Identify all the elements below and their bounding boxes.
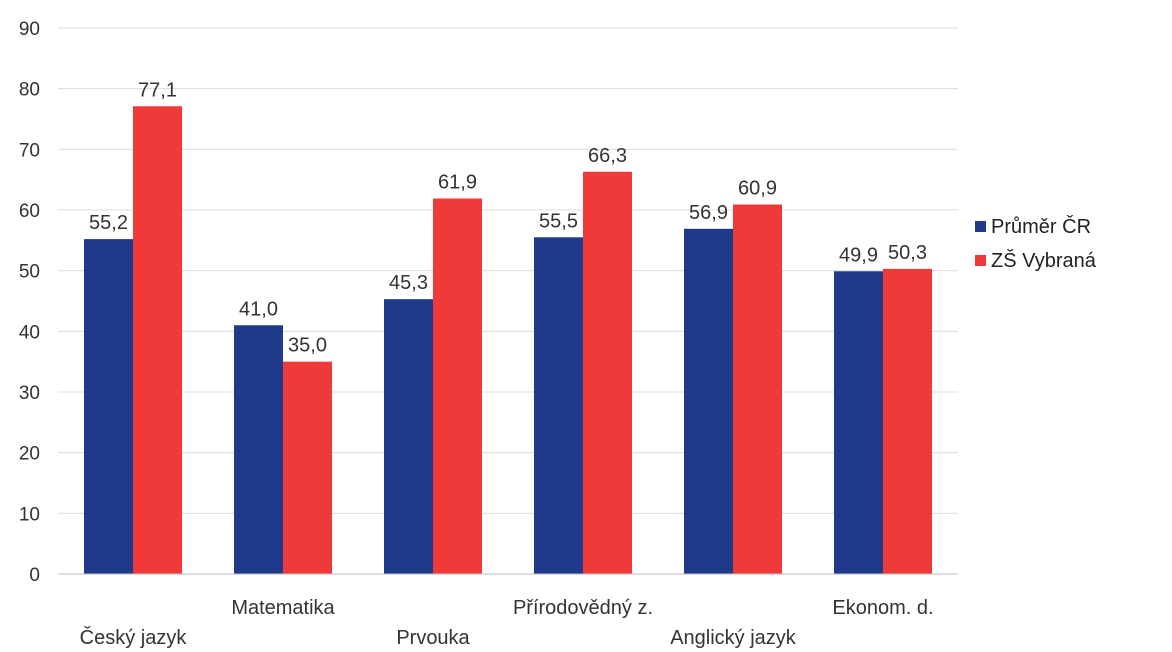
legend-label: ZŠ Vybraná (991, 249, 1097, 272)
y-tick-label: 30 (19, 383, 40, 404)
x-tick-label: Prvouka (396, 627, 470, 649)
x-tick-label: Anglický jazyk (670, 627, 797, 649)
bars (84, 106, 932, 575)
bar-prumer-cr (684, 228, 733, 574)
y-tick-label: 10 (19, 504, 40, 525)
data-label: 45,3 (389, 272, 428, 294)
x-tick-label: Matematika (231, 597, 335, 619)
data-labels: 55,2 77,1 41,0 35,0 45,3 61,9 55,5 66,3 56,9 60,9… (89, 79, 927, 356)
y-tick-label: 90 (19, 19, 40, 40)
y-tick-label: 20 (19, 444, 40, 465)
bar-prumer-cr (84, 239, 133, 574)
gridlines (58, 27, 958, 575)
bar-zs-vybrana (583, 171, 632, 574)
y-tick-label: 0 (29, 565, 40, 586)
y-tick-label: 80 (19, 80, 40, 101)
legend-swatch (975, 221, 986, 232)
data-label: 49,9 (839, 244, 878, 266)
y-tick-label: 60 (19, 201, 40, 222)
bar-zs-vybrana (883, 268, 932, 574)
data-label: 61,9 (438, 171, 477, 193)
bar-prumer-cr (534, 237, 583, 575)
x-tick-label: Přírodovědný z. (513, 597, 653, 619)
y-tick-label: 50 (19, 262, 40, 283)
bar-prumer-cr (384, 299, 433, 574)
x-tick-label: Český jazyk (80, 626, 188, 649)
data-label: 50,3 (888, 242, 927, 264)
y-tick-label: 40 (19, 322, 40, 343)
bar-zs-vybrana (133, 106, 182, 574)
data-label: 41,0 (239, 298, 278, 320)
y-axis: 0 10 20 30 40 50 60 70 80 90 (19, 19, 40, 586)
legend: Průměr ČR ZŠ Vybraná (975, 215, 1097, 272)
bar-zs-vybrana (733, 204, 782, 575)
bar-zs-vybrana (433, 198, 482, 574)
data-label: 56,9 (689, 202, 728, 224)
bar-prumer-cr (834, 271, 883, 574)
data-label: 66,3 (588, 145, 627, 167)
data-label: 77,1 (138, 79, 177, 101)
x-tick-label: Ekonom. d. (832, 597, 933, 619)
x-axis: Český jazyk Matematika Prvouka Přírodovědný… (58, 573, 958, 649)
data-label: 55,2 (89, 212, 128, 234)
data-label: 35,0 (288, 335, 327, 357)
legend-label: Průměr ČR (991, 215, 1091, 238)
bar-zs-vybrana (283, 361, 332, 574)
y-tick-label: 70 (19, 140, 40, 161)
data-label: 55,5 (539, 210, 578, 232)
bar-prumer-cr (234, 325, 283, 574)
data-label: 60,9 (738, 178, 777, 200)
legend-swatch (975, 255, 986, 266)
